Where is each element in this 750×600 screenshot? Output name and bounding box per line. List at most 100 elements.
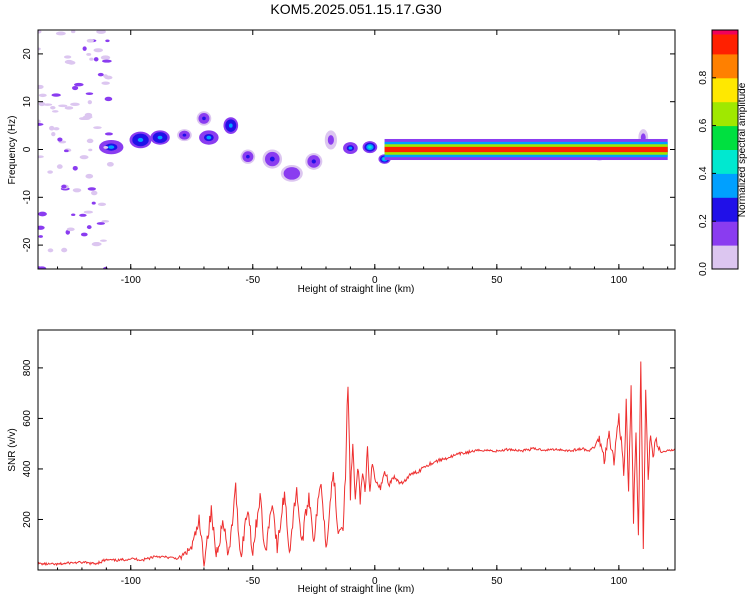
spectrogram-speck bbox=[86, 38, 94, 43]
spectrogram-contour bbox=[182, 133, 187, 137]
spectrogram-blob bbox=[129, 131, 152, 149]
spectrogram-speck bbox=[38, 235, 43, 238]
spectrogram-contour bbox=[311, 159, 316, 164]
colorbar-cell bbox=[712, 173, 738, 178]
y-tick-label: 200 bbox=[22, 511, 33, 528]
spectrogram-speck bbox=[70, 102, 80, 107]
colorbar-cell bbox=[712, 113, 738, 119]
spectrogram-speck bbox=[104, 96, 113, 102]
colorbar-cell bbox=[712, 157, 738, 162]
colorbar-cell bbox=[712, 81, 738, 87]
spectrogram-ridge bbox=[384, 146, 668, 153]
colorbar-label: Normalized spectral amplitude bbox=[737, 82, 748, 217]
colorbar-cell bbox=[712, 97, 738, 103]
spectrogram-speck bbox=[72, 85, 79, 91]
colorbar-cell bbox=[712, 233, 738, 238]
colorbar-cell bbox=[712, 41, 738, 47]
spectrogram-speck bbox=[86, 225, 92, 230]
colorbar-cell bbox=[712, 217, 738, 222]
spectrogram-speck bbox=[73, 82, 84, 87]
spectrogram-blob bbox=[280, 165, 303, 182]
spectrogram-blob bbox=[240, 149, 256, 164]
colorbar-cell bbox=[712, 117, 738, 123]
x-tick-label: -50 bbox=[246, 576, 261, 587]
spectrogram-speck bbox=[88, 148, 93, 152]
colorbar-cell bbox=[712, 69, 738, 75]
colorbar-cell bbox=[712, 121, 738, 127]
spectrogram-speck bbox=[64, 59, 74, 65]
spectrogram-speck bbox=[71, 213, 76, 217]
snr-x-axis-label: Height of straight line (km) bbox=[298, 584, 415, 595]
colorbar-cell bbox=[712, 205, 738, 210]
colorbar-tick-label: 0.4 bbox=[698, 166, 709, 180]
spectrogram-speck bbox=[100, 55, 111, 60]
spectrogram-contour bbox=[642, 135, 645, 140]
y-tick-label: 400 bbox=[22, 460, 33, 477]
spectrogram-speck bbox=[47, 170, 53, 174]
colorbar-cell bbox=[712, 197, 738, 202]
colorbar-cell bbox=[712, 109, 738, 115]
spectrogram-contour bbox=[228, 123, 233, 128]
spectrogram-contour bbox=[269, 156, 275, 162]
colorbar-cell bbox=[712, 53, 738, 59]
spectrogram-speck bbox=[38, 266, 47, 269]
spectrogram-contour bbox=[246, 154, 250, 159]
colorbar-gradient bbox=[711, 29, 739, 270]
colorbar-cell bbox=[712, 237, 738, 242]
spectrogram-speck bbox=[79, 155, 89, 160]
spectrogram-blob bbox=[223, 117, 239, 134]
snr-y-axis-label: SNR (v/v) bbox=[7, 428, 18, 471]
spectrogram-speck bbox=[104, 75, 113, 80]
y-tick-label: -20 bbox=[22, 237, 33, 252]
spectrogram-speck bbox=[63, 149, 69, 153]
colorbar-cell bbox=[712, 185, 738, 190]
x-tick-label: 100 bbox=[611, 275, 628, 286]
colorbar-cell bbox=[712, 161, 738, 166]
colorbar-cell bbox=[712, 45, 738, 51]
spectrogram-speck bbox=[38, 93, 47, 98]
spectrogram-speck bbox=[97, 202, 107, 207]
colorbar-cell bbox=[712, 37, 738, 43]
colorbar-cell bbox=[712, 49, 738, 55]
spectrogram-speck bbox=[106, 161, 114, 167]
colorbar-cell bbox=[712, 149, 738, 154]
colorbar-cell bbox=[712, 137, 738, 143]
spectrogram-speck bbox=[51, 93, 61, 97]
chart-title: KOM5.2025.051.15.17.G30 bbox=[270, 1, 441, 17]
spectrogram-contour bbox=[289, 171, 295, 176]
y-tick-label: -10 bbox=[22, 190, 33, 205]
spectrogram-speck bbox=[72, 188, 82, 193]
spectrogram-speck bbox=[80, 232, 88, 237]
colorbar-cell bbox=[712, 93, 738, 99]
spectrogram-speck bbox=[57, 137, 63, 142]
spectrogram-speck bbox=[51, 131, 56, 137]
colorbar-cell bbox=[712, 229, 738, 234]
spectrogram-speck bbox=[63, 55, 72, 59]
spectrogram-speck bbox=[64, 106, 74, 110]
spectrogram-speck bbox=[97, 72, 104, 77]
spectrogram-speck bbox=[93, 48, 103, 53]
colorbar-tick-label: 0.8 bbox=[698, 70, 709, 84]
colorbar-cell bbox=[712, 189, 738, 194]
colorbar-cell bbox=[712, 141, 738, 147]
colorbar-frame bbox=[711, 29, 739, 270]
spectrogram-speck bbox=[102, 59, 112, 63]
colorbar-cell bbox=[712, 89, 738, 95]
snr-panel: -100 -50 0 50 100 200 400 600 800 Height of str… bbox=[7, 329, 676, 595]
colorbar-tick-label: 0.6 bbox=[698, 118, 709, 132]
colorbar-cell bbox=[712, 181, 738, 186]
spectrogram-speck bbox=[70, 30, 76, 34]
colorbar-tick-label: 0.0 bbox=[698, 262, 709, 276]
colorbar: 0.0 0.2 0.4 0.6 0.8 Normalized spectral ampl… bbox=[698, 29, 748, 276]
spectrogram-speck bbox=[93, 57, 99, 62]
spectrogram-x-axis-label: Height of straight line (km) bbox=[298, 284, 415, 295]
spectrogram-speck bbox=[38, 122, 44, 126]
spectrogram-blob bbox=[150, 130, 170, 145]
spectrogram-speck bbox=[96, 222, 105, 225]
colorbar-cell bbox=[712, 77, 738, 83]
snr-series-line bbox=[38, 361, 675, 567]
colorbar-cell bbox=[712, 33, 738, 39]
spectrogram-blob bbox=[99, 139, 124, 155]
